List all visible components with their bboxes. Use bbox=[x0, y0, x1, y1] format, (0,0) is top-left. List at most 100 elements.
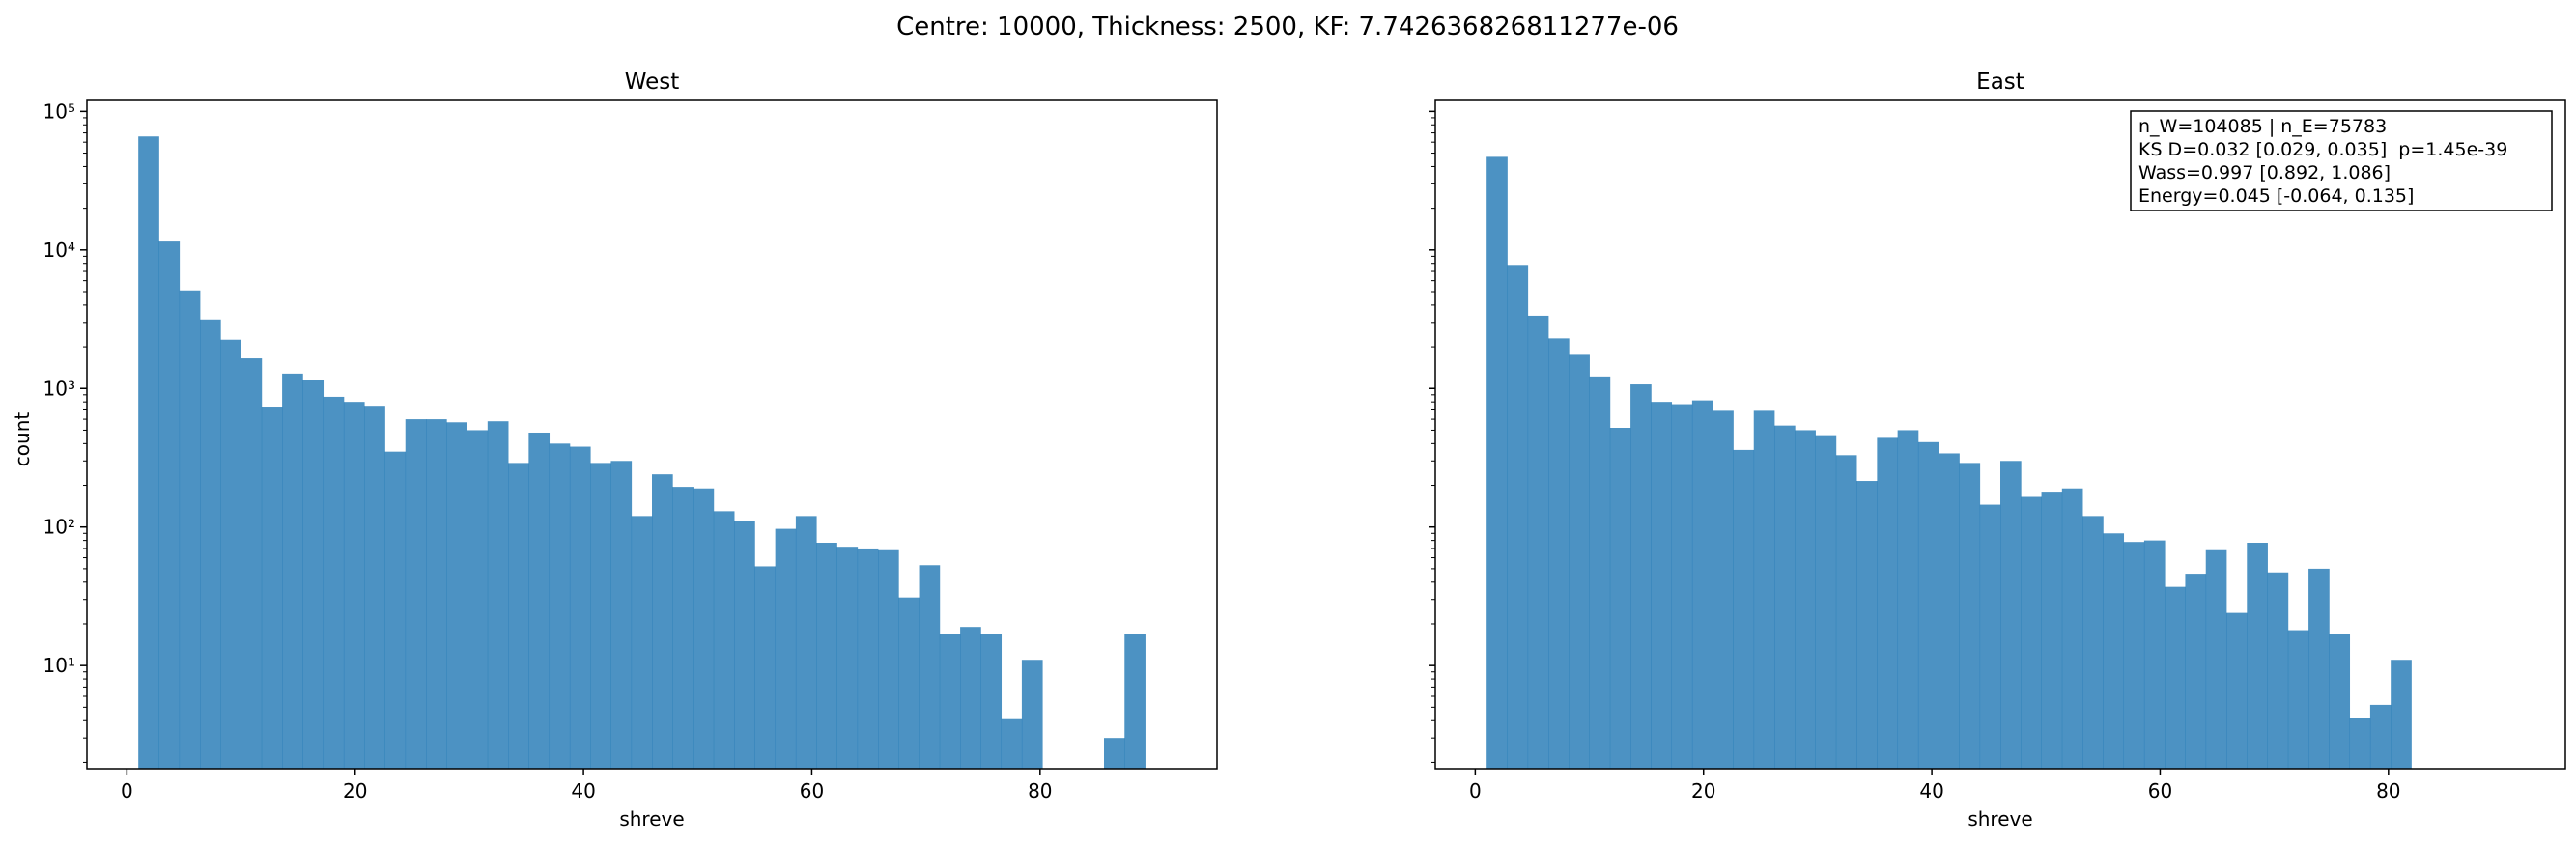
west-x-tick-label: 40 bbox=[571, 779, 595, 803]
east-x-tick-label: 20 bbox=[1691, 779, 1715, 803]
east-bar bbox=[1979, 504, 2001, 769]
west-bar bbox=[179, 290, 201, 769]
west-bar bbox=[795, 516, 817, 769]
west-bar bbox=[960, 627, 981, 769]
west-bar bbox=[734, 521, 755, 769]
figure-suptitle: Centre: 10000, Thickness: 2500, KF: 7.74… bbox=[896, 13, 1679, 42]
east-bar bbox=[1507, 265, 1529, 769]
west-bar bbox=[446, 422, 467, 769]
east-bar bbox=[1939, 453, 1960, 769]
east-bar bbox=[1630, 384, 1652, 769]
west-bar bbox=[241, 358, 263, 769]
east-title: East bbox=[1976, 70, 2024, 95]
west-ylabel: count bbox=[11, 412, 34, 467]
west-bar bbox=[528, 432, 551, 769]
west-bar bbox=[364, 406, 385, 769]
west-bar bbox=[1104, 738, 1125, 769]
east-bar bbox=[1877, 437, 1899, 769]
east-bars bbox=[1486, 156, 2412, 769]
west-x-tick-label: 20 bbox=[343, 779, 367, 803]
east-bar bbox=[1733, 449, 1755, 769]
west-axes-frame bbox=[86, 99, 1218, 770]
west-bar bbox=[569, 446, 591, 769]
east-bar bbox=[2000, 461, 2022, 769]
west-bar bbox=[980, 634, 1003, 769]
west-bar bbox=[1001, 718, 1023, 769]
east-bar bbox=[1691, 400, 1713, 769]
east-bar bbox=[1753, 410, 1775, 769]
west-bar bbox=[713, 511, 735, 769]
west-bar bbox=[384, 451, 407, 769]
west-y-tick-label: 10² bbox=[43, 516, 75, 539]
east-bar bbox=[2247, 543, 2268, 769]
west-bar bbox=[261, 407, 283, 769]
east-bar bbox=[1774, 425, 1796, 769]
east-bar bbox=[2349, 718, 2371, 769]
west-y-axis: 10¹ 10² 10³ 10⁴ 10⁵ bbox=[43, 99, 87, 763]
east-y-axis bbox=[1429, 110, 1435, 763]
east-bar bbox=[2308, 568, 2330, 769]
east-bar bbox=[2041, 492, 2063, 769]
stats-box: n_W=104085 | n_E=75783 KS D=0.032 [0.029… bbox=[2130, 110, 2553, 211]
east-bar bbox=[1835, 455, 1857, 769]
east-bar bbox=[1795, 430, 1816, 769]
west-bar bbox=[939, 634, 961, 769]
west-bar bbox=[343, 402, 365, 769]
west-bar bbox=[878, 549, 899, 769]
east-bar bbox=[1651, 402, 1673, 769]
stats-line-counts: n_W=104085 | n_E=75783 bbox=[2138, 116, 2387, 137]
west-bars bbox=[138, 136, 1146, 770]
west-bar bbox=[816, 543, 837, 769]
west-bar bbox=[487, 421, 509, 769]
west-bar bbox=[302, 380, 325, 769]
east-x-tick-label: 80 bbox=[2376, 779, 2400, 803]
west-bar bbox=[919, 565, 941, 769]
west-bar bbox=[158, 241, 181, 770]
west-y-tick-label: 10⁴ bbox=[43, 239, 75, 262]
east-bar bbox=[1713, 410, 1734, 769]
west-bar bbox=[508, 463, 529, 769]
east-bar bbox=[1856, 481, 1878, 769]
west-bar bbox=[138, 136, 159, 769]
east-bar bbox=[2329, 634, 2351, 769]
stats-line-ks: KS D=0.032 [0.029, 0.035] p=1.45e-39 bbox=[2138, 139, 2507, 160]
east-bar bbox=[1671, 404, 1693, 769]
east-x-tick-label: 60 bbox=[2148, 779, 2172, 803]
stats-box-frame bbox=[2130, 110, 2553, 211]
east-axes-frame bbox=[1434, 99, 2566, 770]
west-title: West bbox=[625, 70, 680, 95]
east-bar bbox=[2226, 612, 2248, 769]
east-x-axis: 0 20 40 60 80 bbox=[1469, 769, 2401, 803]
west-bar bbox=[631, 516, 653, 769]
west-bar bbox=[200, 319, 221, 769]
east-bar bbox=[2021, 496, 2042, 769]
east-bar bbox=[2185, 574, 2207, 769]
east-bar bbox=[2082, 516, 2104, 769]
east-bar bbox=[1569, 354, 1590, 769]
stats-line-energy: Energy=0.045 [-0.064, 0.135] bbox=[2138, 185, 2414, 207]
east-bar bbox=[2143, 540, 2166, 769]
west-bar bbox=[549, 443, 571, 769]
east-bar bbox=[2391, 660, 2412, 769]
west-y-tick-label: 10⁵ bbox=[43, 99, 75, 123]
east-bar bbox=[2287, 630, 2309, 769]
east-bar bbox=[1589, 376, 1611, 769]
west-bar bbox=[693, 488, 715, 769]
west-bar bbox=[220, 339, 241, 769]
west-bar bbox=[426, 419, 447, 769]
west-bar bbox=[405, 419, 427, 769]
west-y-tick-label: 10³ bbox=[43, 377, 75, 400]
east-bar bbox=[2369, 704, 2392, 769]
east-bar bbox=[2267, 572, 2289, 769]
west-x-tick-label: 0 bbox=[121, 779, 133, 803]
east-bar bbox=[2103, 533, 2125, 769]
east-x-tick-label: 0 bbox=[1469, 779, 1482, 803]
east-bar bbox=[1609, 428, 1631, 769]
east-bar bbox=[1527, 315, 1549, 769]
west-bar bbox=[1021, 660, 1043, 769]
west-bar bbox=[323, 396, 345, 769]
east-bar bbox=[1486, 156, 1508, 769]
east-xlabel: shreve bbox=[1967, 807, 2032, 831]
west-bar bbox=[610, 461, 633, 769]
